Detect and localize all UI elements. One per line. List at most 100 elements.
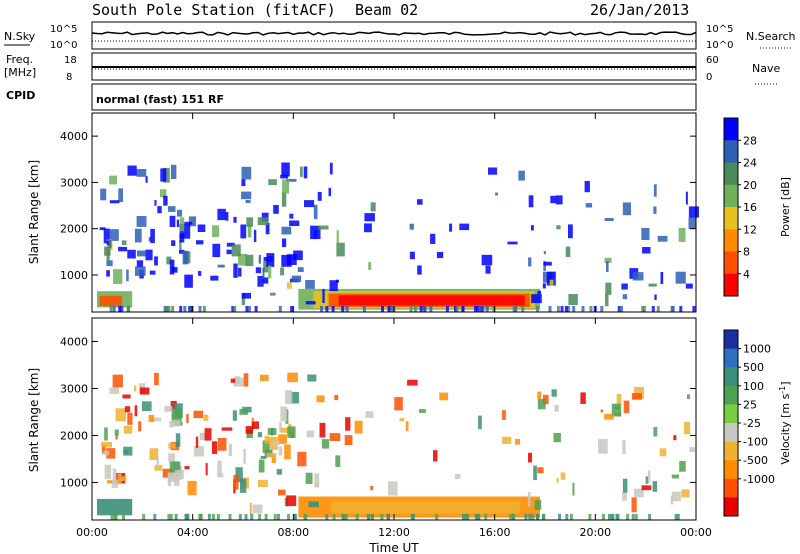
- nsky-trace: [91, 31, 697, 42]
- velocity-echo-144: [622, 491, 627, 501]
- power-echo-74: [226, 249, 232, 255]
- velocity-echo-105: [285, 390, 293, 404]
- velocity-cbar-label-7: -1000: [743, 473, 775, 486]
- velocity-echo-176: [689, 447, 695, 452]
- power-echo-89: [263, 257, 269, 262]
- power-echo-63: [169, 259, 175, 275]
- velocity-echo-72: [167, 472, 177, 482]
- power-cbar-label-4: 20: [743, 179, 757, 192]
- power-echo-174: [685, 283, 693, 289]
- velocity-data-layer: [97, 372, 695, 520]
- velocity-echo-129: [239, 478, 247, 493]
- power-echo-78: [273, 205, 279, 214]
- velocity-echo-266: [386, 513, 390, 520]
- nsky-label: N.Sky: [4, 30, 36, 43]
- power-echo-51: [225, 212, 229, 221]
- power-echo-267: [120, 306, 124, 312]
- power-echo-129: [257, 217, 269, 226]
- velocity-echo-174: [537, 391, 542, 400]
- velocity-echo-257: [484, 513, 488, 520]
- velocity-echo-177: [604, 413, 614, 420]
- velocity-echo-54: [217, 473, 224, 478]
- power-echo-224: [600, 306, 604, 312]
- velocity-cbar-title: Velocity [m s-1]: [778, 381, 793, 464]
- velocity-echo-58: [203, 414, 209, 421]
- velocity-echo-192: [365, 411, 374, 418]
- power-echo-135: [269, 292, 276, 296]
- power-cbar-label-6: 28: [743, 134, 757, 147]
- power-echo-213: [521, 306, 525, 312]
- velocity-echo-42: [104, 427, 108, 441]
- velocity-echo-15: [112, 374, 123, 388]
- power-echo-15: [163, 167, 170, 183]
- power-echo-150: [555, 195, 563, 205]
- date-label: 26/Jan/2013: [590, 1, 689, 19]
- velocity-echo-246: [569, 513, 573, 520]
- velocity-echo-244: [411, 513, 415, 520]
- power-echo-64: [196, 240, 204, 245]
- velocity-echo-157: [659, 448, 667, 457]
- power-echo-238: [651, 306, 655, 312]
- power-echo-171: [531, 294, 542, 304]
- velocity-echo-43: [111, 479, 118, 488]
- power-echo-54: [258, 254, 261, 264]
- velocity-echo-272: [293, 513, 297, 520]
- power-echo-193: [488, 167, 498, 175]
- velocity-echo-65: [199, 432, 206, 441]
- velocity-x-axis: 00:00 04:00 08:00 12:00 16:00 20:00 00:00: [76, 318, 712, 539]
- velocity-echo-89: [173, 476, 180, 486]
- power-echo-207: [454, 306, 457, 312]
- power-echo-61: [197, 224, 206, 232]
- power-echo-13: [109, 175, 117, 185]
- velocity-echo-271: [186, 513, 190, 520]
- power-echo-154: [537, 290, 542, 295]
- power-echo-237: [566, 306, 570, 312]
- velocity-echo-220: [634, 513, 638, 520]
- velocity-cbar-label-0: 1000: [743, 343, 771, 356]
- velocity-echo-74: [228, 443, 233, 456]
- velocity-echo-126: [264, 435, 270, 444]
- velocity-xtick-label-6: 00:00: [680, 526, 712, 539]
- velocity-echo-124: [305, 472, 313, 484]
- power-echo-126: [238, 267, 242, 277]
- velocity-ytick-label-3: 4000: [60, 335, 88, 348]
- power-echo-162: [648, 283, 657, 287]
- velocity-echo-100: [335, 455, 341, 467]
- power-echo-40: [99, 227, 106, 231]
- velocity-echo-108: [334, 394, 339, 401]
- velocity-echo-146: [622, 478, 628, 493]
- power-echo-242: [679, 306, 683, 312]
- velocity-echo-92: [279, 421, 282, 433]
- power-echo-168: [528, 195, 534, 208]
- power-echo-66: [286, 254, 297, 265]
- power-echo-186: [495, 192, 498, 196]
- velocity-echo-171: [622, 440, 626, 454]
- power-echo-147: [622, 294, 628, 300]
- velocity-echo-175: [611, 403, 622, 417]
- nsearch-tick-top: 10^5: [706, 24, 733, 35]
- power-echo-247: [671, 306, 675, 312]
- velocity-echo-179: [600, 409, 604, 413]
- velocity-echo-204: [631, 513, 635, 520]
- nave-tick-bottom: 0: [706, 72, 712, 83]
- velocity-echo-267: [228, 513, 232, 520]
- velocity-echo-78: [204, 428, 212, 441]
- power-echo-151: [622, 202, 631, 216]
- power-echo-264: [492, 306, 496, 312]
- power-echo-102: [297, 267, 304, 272]
- velocity-echo-12: [170, 400, 177, 411]
- power-echo-100: [291, 275, 302, 282]
- velocity-echo-159: [543, 394, 549, 405]
- velocity-echo-23: [151, 417, 162, 422]
- power-echo-124: [280, 174, 288, 179]
- velocity-echo-259: [342, 513, 346, 520]
- velocity-echo-207: [122, 513, 125, 520]
- power-echo-192: [485, 265, 491, 274]
- power-echo-109: [233, 263, 238, 278]
- power-echo-166: [556, 225, 561, 230]
- power-echo-38: [136, 260, 144, 267]
- velocity-echo-197: [394, 397, 403, 411]
- velocity-echo-2: [97, 498, 133, 516]
- velocity-echo-37: [148, 414, 155, 422]
- velocity-echo-119: [239, 408, 249, 415]
